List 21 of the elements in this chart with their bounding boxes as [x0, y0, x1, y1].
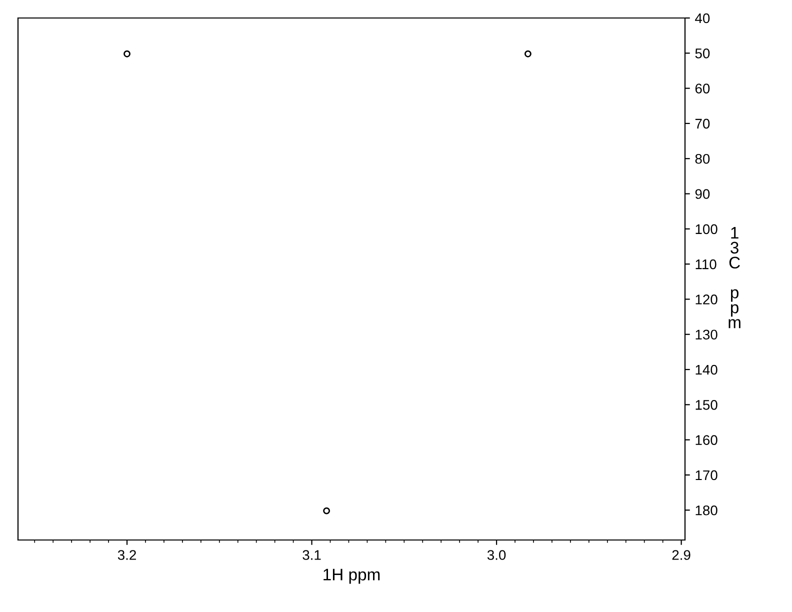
y-tick-label: 100: [696, 224, 718, 234]
y-tick-label: 50: [695, 48, 710, 58]
y-tick-label: 140: [696, 364, 718, 375]
y-tick-label: 60: [695, 84, 710, 94]
y-tick-label: 150: [696, 400, 718, 410]
y-tick-label: 90: [695, 189, 710, 199]
x-tick-label: 2.9: [672, 550, 690, 560]
x-tick-label: 3.0: [487, 550, 506, 560]
x-tick-label: 3.2: [118, 550, 136, 560]
x-tick-label: 3.1: [302, 550, 321, 560]
y-tick-label: 160: [696, 435, 718, 445]
y-tick-label: 40: [695, 13, 710, 24]
y-tick-label: 180: [696, 505, 718, 516]
text: 13C ppm: [728, 227, 740, 328]
y-tick-label: 120: [696, 294, 718, 304]
y-tick-label: 110: [696, 259, 716, 270]
y-tick-label: 130: [696, 330, 718, 340]
y-tick-label: 170: [696, 470, 718, 480]
y-tick-label: 80: [695, 154, 710, 164]
y-tick-label: 70: [695, 118, 710, 129]
x-axis-title: 1H ppm: [324, 568, 380, 584]
